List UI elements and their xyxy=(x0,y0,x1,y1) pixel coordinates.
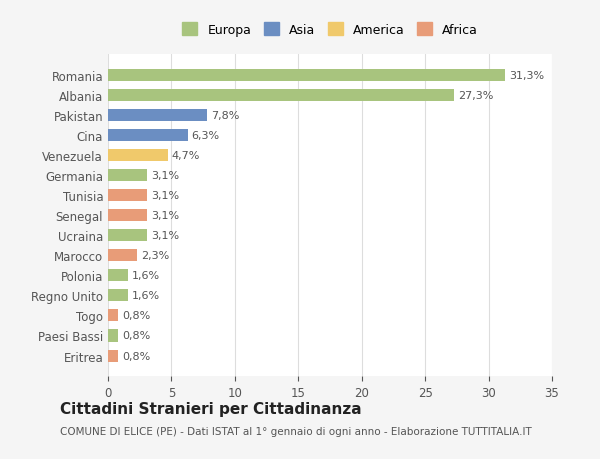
Bar xyxy=(108,310,118,322)
Bar xyxy=(108,230,148,242)
Bar xyxy=(108,210,148,222)
Bar xyxy=(108,290,128,302)
Text: 1,6%: 1,6% xyxy=(132,271,160,281)
Text: 3,1%: 3,1% xyxy=(151,171,179,181)
Text: 4,7%: 4,7% xyxy=(172,151,200,161)
Text: 0,8%: 0,8% xyxy=(122,311,150,321)
Bar xyxy=(108,130,188,142)
Bar xyxy=(108,250,137,262)
Text: 7,8%: 7,8% xyxy=(211,111,239,121)
Bar xyxy=(108,330,118,342)
Legend: Europa, Asia, America, Africa: Europa, Asia, America, Africa xyxy=(179,20,481,41)
Text: 6,3%: 6,3% xyxy=(192,131,220,141)
Text: 2,3%: 2,3% xyxy=(141,251,169,261)
Bar xyxy=(108,110,207,122)
Bar xyxy=(108,270,128,282)
Text: Cittadini Stranieri per Cittadinanza: Cittadini Stranieri per Cittadinanza xyxy=(60,401,362,416)
Text: 31,3%: 31,3% xyxy=(509,71,544,81)
Text: 3,1%: 3,1% xyxy=(151,191,179,201)
Bar xyxy=(108,90,454,102)
Text: 0,8%: 0,8% xyxy=(122,351,150,361)
Text: 3,1%: 3,1% xyxy=(151,211,179,221)
Text: 27,3%: 27,3% xyxy=(458,91,494,101)
Text: 0,8%: 0,8% xyxy=(122,331,150,341)
Text: COMUNE DI ELICE (PE) - Dati ISTAT al 1° gennaio di ogni anno - Elaborazione TUTT: COMUNE DI ELICE (PE) - Dati ISTAT al 1° … xyxy=(60,426,532,436)
Bar xyxy=(108,70,505,82)
Bar xyxy=(108,190,148,202)
Bar xyxy=(108,350,118,362)
Bar xyxy=(108,170,148,182)
Bar xyxy=(108,150,167,162)
Text: 3,1%: 3,1% xyxy=(151,231,179,241)
Text: 1,6%: 1,6% xyxy=(132,291,160,301)
